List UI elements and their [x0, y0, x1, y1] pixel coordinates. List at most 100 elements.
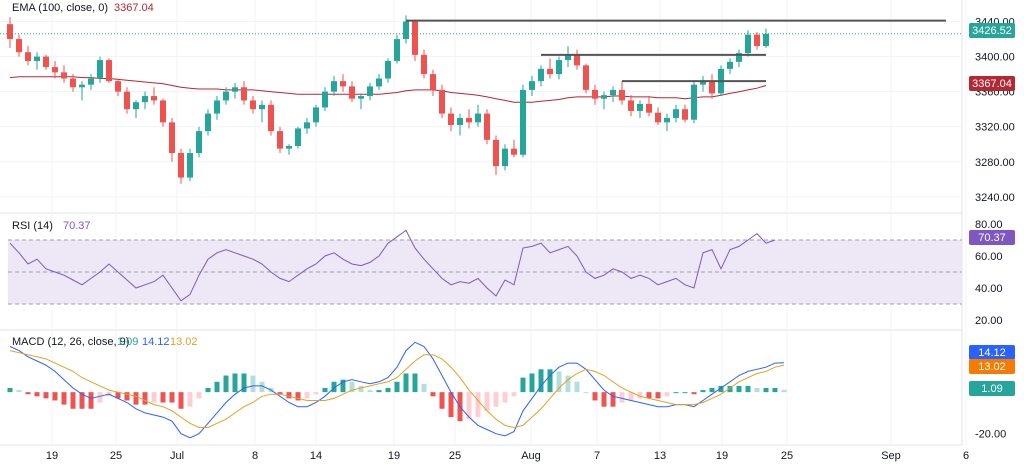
candle[interactable] — [493, 135, 499, 175]
candle[interactable] — [700, 75, 706, 92]
candle[interactable] — [88, 74, 94, 90]
candle[interactable] — [358, 93, 364, 110]
candle[interactable] — [97, 56, 103, 83]
candle[interactable] — [538, 65, 544, 87]
candle-body — [421, 54, 427, 75]
candle[interactable] — [70, 74, 76, 92]
rsi-line — [9, 229, 776, 302]
candle[interactable] — [331, 75, 337, 97]
candle[interactable] — [106, 58, 112, 83]
candle[interactable] — [259, 100, 265, 123]
candle[interactable] — [430, 69, 436, 97]
hist-badge: 1.09 — [969, 381, 1015, 396]
candle[interactable] — [394, 34, 400, 64]
candle[interactable] — [565, 46, 571, 68]
x-tick-label: 19 — [388, 450, 400, 462]
candle[interactable] — [619, 81, 625, 105]
macd-pane[interactable] — [7, 341, 787, 439]
candle[interactable] — [403, 15, 409, 44]
candle[interactable] — [52, 60, 58, 79]
candle[interactable] — [187, 148, 193, 182]
candle[interactable] — [160, 98, 166, 127]
candle[interactable] — [322, 87, 328, 111]
candle[interactable] — [655, 107, 661, 125]
candle[interactable] — [610, 86, 616, 103]
candle-body — [367, 86, 373, 97]
candle[interactable] — [151, 87, 157, 105]
candle[interactable] — [556, 56, 562, 80]
candle[interactable] — [529, 75, 535, 97]
candle[interactable] — [16, 34, 22, 57]
candle[interactable] — [754, 32, 760, 50]
candle[interactable] — [511, 139, 517, 158]
candle[interactable] — [178, 148, 184, 184]
candle[interactable] — [592, 84, 598, 105]
candle[interactable] — [466, 109, 472, 129]
candle-body — [592, 89, 598, 99]
macd-histogram-bar — [682, 392, 688, 394]
candle[interactable] — [547, 58, 553, 79]
candle[interactable] — [223, 87, 229, 105]
candle[interactable] — [628, 95, 634, 117]
candle[interactable] — [484, 109, 490, 145]
candle[interactable] — [439, 84, 445, 118]
ema-badge: 3367.04 — [969, 76, 1015, 91]
candle[interactable] — [286, 144, 292, 155]
candle[interactable] — [214, 96, 220, 120]
candle[interactable] — [115, 78, 121, 97]
candle[interactable] — [763, 28, 769, 48]
candle-body — [484, 113, 490, 140]
candle[interactable] — [448, 107, 454, 132]
candle[interactable] — [142, 91, 148, 110]
candle[interactable] — [385, 58, 391, 83]
candle[interactable] — [268, 100, 274, 136]
candle[interactable] — [664, 113, 670, 132]
candle[interactable] — [745, 30, 751, 57]
candle[interactable] — [421, 49, 427, 79]
candle-body — [133, 102, 139, 110]
candle[interactable] — [232, 82, 238, 99]
candle[interactable] — [682, 104, 688, 123]
candle[interactable] — [196, 126, 202, 158]
candle[interactable] — [502, 144, 508, 171]
candle[interactable] — [412, 19, 418, 61]
price-pane[interactable] — [0, 15, 962, 184]
candle[interactable] — [637, 100, 643, 118]
candle[interactable] — [673, 104, 679, 123]
rsi-pane[interactable] — [8, 229, 962, 305]
candle[interactable] — [205, 109, 211, 136]
candle[interactable] — [313, 104, 319, 127]
candle[interactable] — [34, 52, 40, 70]
candle[interactable] — [61, 65, 67, 83]
candle[interactable] — [349, 81, 355, 103]
candle[interactable] — [169, 117, 175, 162]
candle[interactable] — [124, 87, 130, 114]
candle[interactable] — [250, 96, 256, 114]
macd-histogram-bar — [295, 392, 301, 401]
candle[interactable] — [457, 113, 463, 136]
candle[interactable] — [583, 63, 589, 94]
candle[interactable] — [601, 91, 607, 110]
candle[interactable] — [25, 46, 31, 66]
candle[interactable] — [340, 74, 346, 92]
candle[interactable] — [520, 84, 526, 158]
candle[interactable] — [79, 81, 85, 101]
candle[interactable] — [646, 96, 652, 117]
candle[interactable] — [736, 49, 742, 68]
candle[interactable] — [727, 58, 733, 75]
candle[interactable] — [7, 17, 13, 48]
macd-histogram-bar — [313, 392, 319, 395]
candle[interactable] — [43, 54, 49, 70]
candle[interactable] — [691, 81, 697, 124]
candle[interactable] — [295, 126, 301, 149]
candle[interactable] — [367, 82, 373, 101]
candle[interactable] — [574, 49, 580, 70]
candle[interactable] — [133, 100, 139, 118]
candle[interactable] — [475, 104, 481, 127]
candle[interactable] — [241, 81, 247, 105]
candle[interactable] — [709, 74, 715, 99]
candle[interactable] — [304, 117, 310, 134]
candle[interactable] — [277, 126, 283, 154]
candle[interactable] — [376, 74, 382, 90]
